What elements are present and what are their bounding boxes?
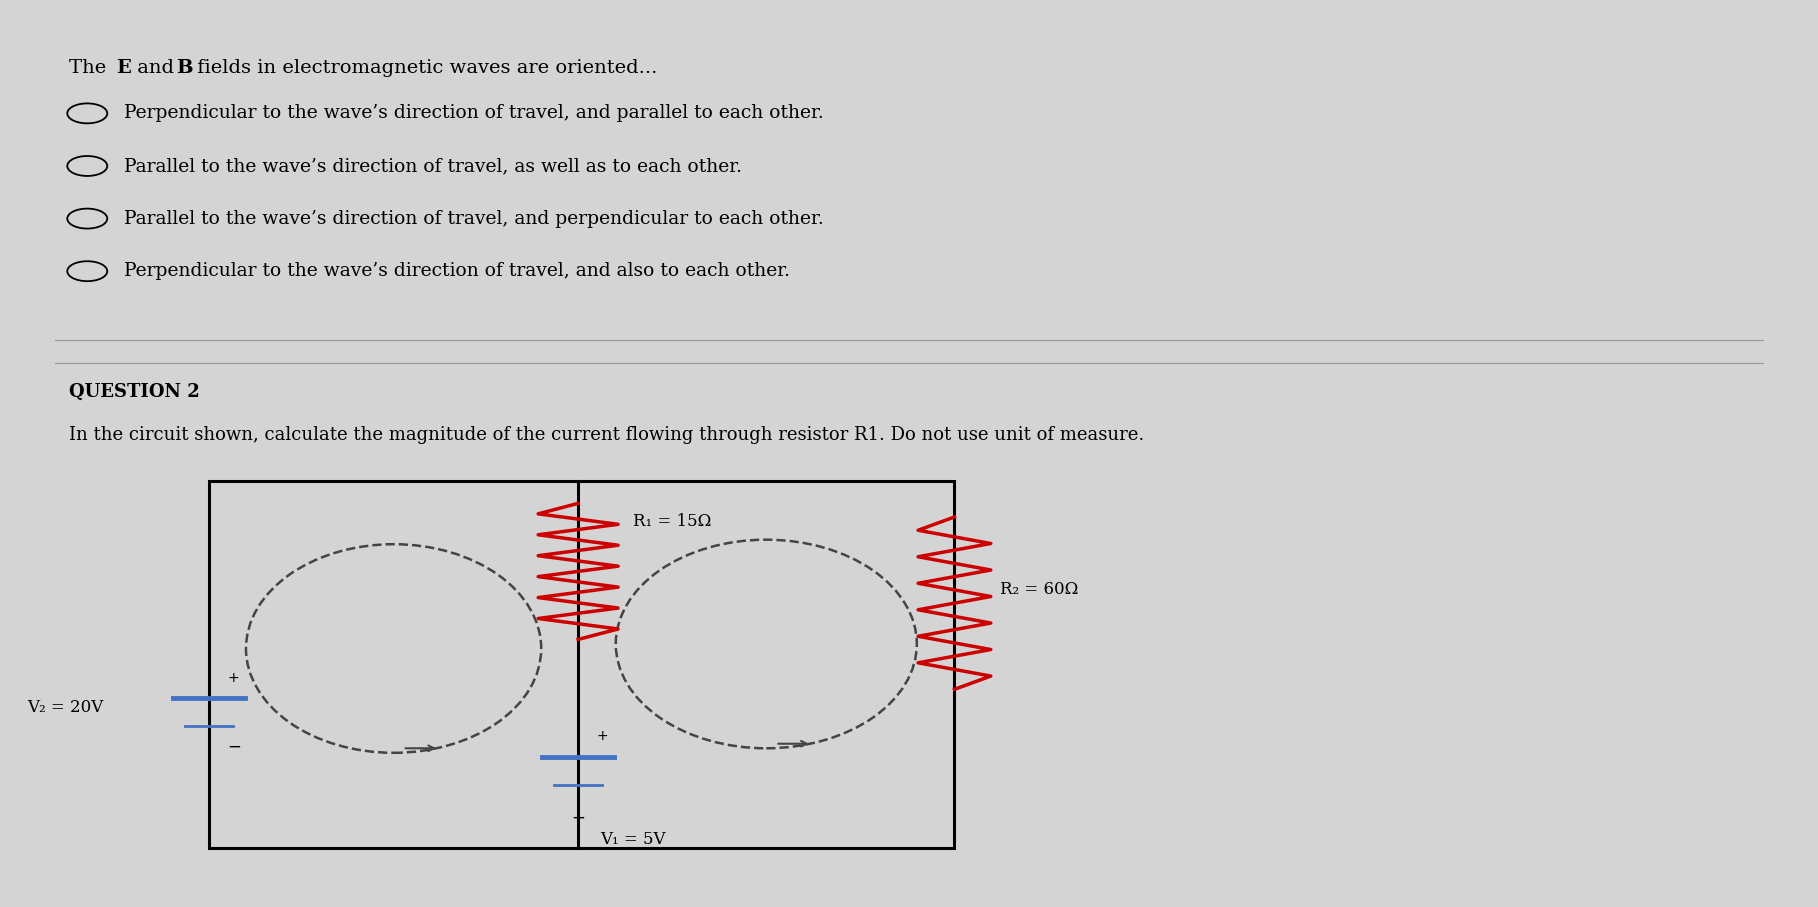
Text: In the circuit shown, calculate the magnitude of the current flowing through res: In the circuit shown, calculate the magn… [69,426,1144,444]
Text: QUESTION 2: QUESTION 2 [69,383,200,401]
Text: and: and [131,59,180,77]
Text: +: + [596,729,607,744]
Text: Perpendicular to the wave’s direction of travel, and parallel to each other.: Perpendicular to the wave’s direction of… [124,104,824,122]
Text: +: + [227,670,238,685]
Text: Parallel to the wave’s direction of travel, as well as to each other.: Parallel to the wave’s direction of trav… [124,157,742,175]
Text: R₁ = 15Ω: R₁ = 15Ω [633,513,711,530]
Text: Parallel to the wave’s direction of travel, and perpendicular to each other.: Parallel to the wave’s direction of trav… [124,210,824,228]
Text: Perpendicular to the wave’s direction of travel, and also to each other.: Perpendicular to the wave’s direction of… [124,262,789,280]
Text: The: The [69,59,113,77]
Text: V₂ = 20V: V₂ = 20V [27,699,104,716]
Text: −: − [571,809,585,827]
Text: V₁ = 5V: V₁ = 5V [600,832,665,848]
Text: fields in electromagnetic waves are oriented...: fields in electromagnetic waves are orie… [191,59,658,77]
Text: E: E [116,59,131,77]
Text: −: − [227,737,242,756]
Text: R₂ = 60Ω: R₂ = 60Ω [1000,581,1078,598]
Text: B: B [176,59,193,77]
